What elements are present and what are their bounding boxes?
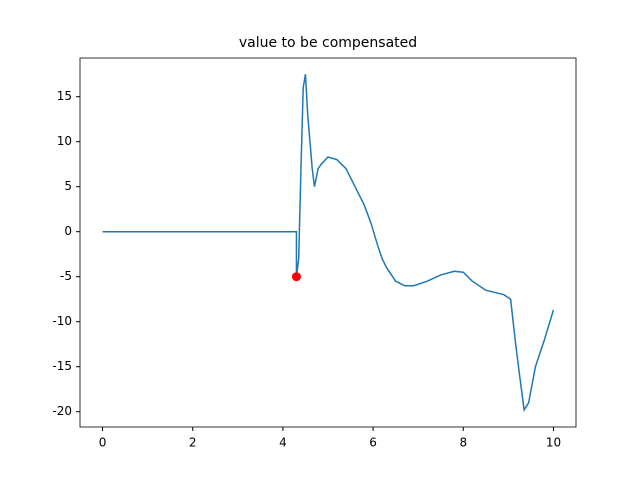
chart-title: value to be compensated	[239, 35, 417, 51]
x-tick-label: 6	[369, 436, 377, 450]
x-tick-label: 8	[459, 436, 467, 450]
y-tick-label: -5	[60, 269, 72, 283]
y-tick-label: 5	[64, 179, 72, 193]
y-tick-label: 10	[57, 134, 72, 148]
point	[291, 272, 301, 282]
line	[102, 74, 555, 413]
x-tick-label: 4	[279, 436, 287, 450]
x-tick-label: 0	[99, 436, 107, 450]
y-tick-label: 0	[64, 224, 72, 238]
y-tick-label: 15	[57, 89, 72, 103]
y-tick-label: -20	[52, 404, 72, 418]
y-tick-label: -10	[52, 314, 72, 328]
x-tick-label: 2	[189, 436, 197, 450]
x-tick-label: 10	[546, 436, 561, 450]
y-tick-label: -15	[52, 359, 72, 373]
plot-frame	[79, 57, 577, 428]
